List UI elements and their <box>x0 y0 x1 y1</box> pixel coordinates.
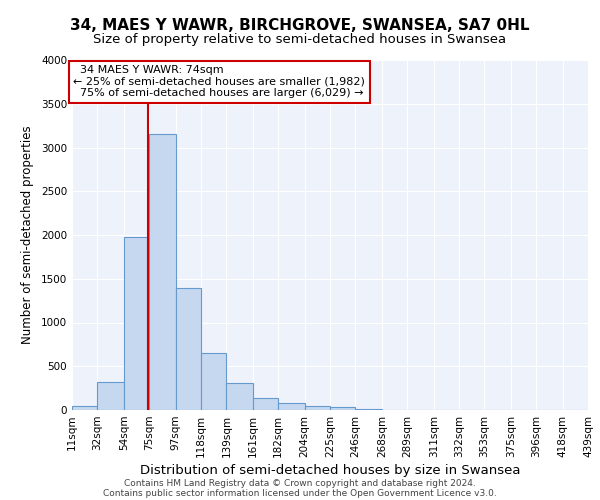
Bar <box>355 409 382 410</box>
Bar <box>305 406 330 410</box>
Text: 34 MAES Y WAWR: 74sqm
← 25% of semi-detached houses are smaller (1,982)
  75% of: 34 MAES Y WAWR: 74sqm ← 25% of semi-deta… <box>73 65 365 98</box>
Bar <box>330 408 355 410</box>
Bar <box>97 382 124 410</box>
Bar <box>253 398 278 410</box>
Text: Contains public sector information licensed under the Open Government Licence v3: Contains public sector information licen… <box>103 488 497 498</box>
Bar <box>72 406 97 410</box>
Bar <box>149 134 176 410</box>
Bar <box>201 353 226 410</box>
Bar <box>278 403 305 410</box>
Y-axis label: Number of semi-detached properties: Number of semi-detached properties <box>21 126 34 344</box>
X-axis label: Distribution of semi-detached houses by size in Swansea: Distribution of semi-detached houses by … <box>140 464 520 477</box>
Text: Size of property relative to semi-detached houses in Swansea: Size of property relative to semi-detach… <box>94 32 506 46</box>
Bar <box>176 288 201 410</box>
Text: 34, MAES Y WAWR, BIRCHGROVE, SWANSEA, SA7 0HL: 34, MAES Y WAWR, BIRCHGROVE, SWANSEA, SA… <box>70 18 530 32</box>
Bar <box>226 383 253 410</box>
Text: Contains HM Land Registry data © Crown copyright and database right 2024.: Contains HM Land Registry data © Crown c… <box>124 478 476 488</box>
Bar <box>124 237 149 410</box>
